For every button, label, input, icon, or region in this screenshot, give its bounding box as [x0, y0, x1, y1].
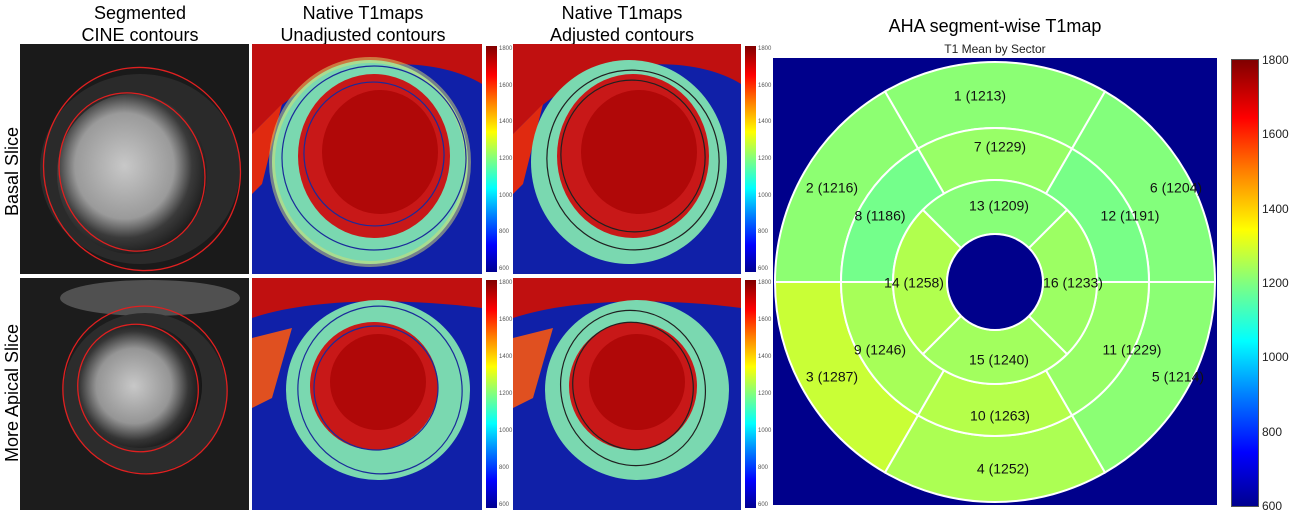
- adjusted-basal-outer-contour: [546, 69, 720, 251]
- small-colorbar-tick: 1800: [499, 280, 513, 286]
- unadjusted-basal-outer-contour: [281, 65, 467, 251]
- aha-colorbar-tick: 1000: [1262, 350, 1289, 365]
- t1map-unadjusted-apical: [252, 278, 482, 510]
- adjusted-basal-inner-contour: [560, 79, 706, 233]
- adjusted-column-title: Native T1maps Adjusted contours: [522, 2, 722, 46]
- small-colorbar-tick: 1000: [758, 192, 772, 199]
- aha-colorbar-tick: 800: [1262, 424, 1283, 439]
- aha-segment-label-10: 10 (1263): [970, 408, 1030, 424]
- cine-apical-inner-contour: [77, 323, 199, 453]
- small-colorbar-tick: 600: [758, 502, 769, 508]
- small-colorbar-tick: 600: [758, 266, 769, 272]
- aha-colorbar: [1231, 59, 1259, 507]
- small-colorbar-tick: 800: [758, 229, 769, 236]
- small-colorbar-tick: 1200: [758, 156, 772, 162]
- cine-apical-svg: [20, 278, 249, 510]
- aha-segment-label-13: 13 (1209): [969, 198, 1029, 214]
- aha-center-hole: [946, 233, 1044, 331]
- unadjusted-basal-inner-contour: [303, 81, 445, 227]
- unadjusted-apical-outer-contour: [297, 305, 463, 475]
- small-colorbar-tick: 1000: [499, 192, 513, 199]
- t1map-unadjusted-apical-svg: [252, 278, 482, 510]
- small-colorbar-tick: 1800: [758, 46, 772, 52]
- aha-colorbar-tick: 600: [1262, 499, 1283, 513]
- small-colorbar-tick: 1600: [758, 82, 772, 89]
- small-colorbar-tick: 1600: [758, 317, 772, 323]
- cine-title-line1: Segmented: [93, 3, 187, 23]
- aha-segment-label-2: 2 (1216): [806, 180, 858, 196]
- aha-bullseye-panel: 1 (1213) 2 (1216) 3 (1287) 4 (1252) 5 (1214)…: [773, 58, 1217, 505]
- aha-colorbar-tick: 1800: [1262, 53, 1289, 67]
- small-colorbar-tick: 1800: [499, 46, 513, 52]
- t1map-adjusted-basal: [513, 44, 741, 274]
- small-colorbar-tick: 1200: [758, 391, 772, 397]
- cine-basal-svg: [20, 44, 249, 274]
- aha-segment-label-4: 4 (1252): [977, 461, 1029, 477]
- colorbar-adjusted-basal: [745, 46, 756, 272]
- aha-colorbar-tick: 1600: [1262, 127, 1289, 142]
- aha-bullseye-svg: 1 (1213) 2 (1216) 3 (1287) 4 (1252) 5 (1214)…: [773, 61, 1217, 503]
- cine-title-line2: CINE contours: [81, 25, 199, 45]
- colorbar-unadjusted-apical: [486, 280, 497, 508]
- unadjusted-title-line1: Native T1maps: [302, 3, 424, 23]
- t1map-adjusted-apical-svg: [513, 278, 741, 510]
- t1map-unadjusted-basal-svg: [252, 44, 482, 274]
- t1map-adjusted-basal-svg: [513, 44, 741, 274]
- unadjusted-apical-inner-contour: [313, 325, 439, 451]
- small-colorbar-tick: 800: [499, 465, 510, 471]
- aha-subtitle: T1 Mean by Sector: [944, 42, 1046, 56]
- unadjusted-column-title: Native T1maps Unadjusted contours: [258, 2, 468, 46]
- aha-segment-label-8: 8 (1186): [854, 208, 905, 224]
- small-colorbar-tick: 1400: [499, 119, 513, 126]
- small-colorbar-tick: 1600: [499, 317, 513, 323]
- aha-segment-label-16: 16 (1233): [1043, 275, 1103, 291]
- cine-apical-outer-contour: [62, 305, 228, 475]
- colorbar-unadjusted-basal: [486, 46, 497, 272]
- t1map-unadjusted-basal: [252, 44, 482, 274]
- small-colorbar-tick: 1000: [758, 428, 772, 434]
- aha-segment-label-6: 6 (1204): [1150, 180, 1202, 196]
- small-colorbar-tick: 1600: [499, 82, 513, 89]
- aha-colorbar-tick: 1200: [1262, 276, 1289, 290]
- small-colorbar-tick: 1000: [499, 428, 513, 434]
- small-colorbar-tick: 800: [499, 229, 510, 236]
- aha-segment-label-12: 12 (1191): [1101, 208, 1160, 224]
- small-colorbar-tick: 1200: [499, 156, 513, 162]
- cine-basal-image: [20, 44, 249, 274]
- small-colorbar-tick: 1800: [758, 280, 772, 286]
- aha-segment-label-14: 14 (1258): [884, 275, 944, 291]
- adjusted-title-line1: Native T1maps: [561, 3, 683, 23]
- small-colorbar-tick: 600: [499, 502, 510, 508]
- cine-column-title: Segmented CINE contours: [50, 2, 230, 46]
- aha-segment-label-9: 9 (1246): [854, 342, 906, 358]
- aha-colorbar-tick: 1400: [1262, 201, 1289, 216]
- cine-basal-inner-contour: [58, 92, 206, 252]
- cine-apical-image: [20, 278, 249, 510]
- small-colorbar-tick: 1400: [499, 354, 513, 360]
- adjusted-apical-outer-contour: [559, 309, 707, 467]
- aha-segment-label-5: 5 (1214): [1152, 369, 1204, 385]
- aha-segment-label-15: 15 (1240): [969, 352, 1029, 368]
- adjusted-apical-inner-contour: [572, 321, 694, 451]
- t1map-adjusted-apical: [513, 278, 741, 510]
- small-colorbar-tick: 1400: [758, 354, 772, 360]
- aha-title: AHA segment-wise T1map: [888, 16, 1102, 36]
- cine-basal-outer-contour: [42, 66, 242, 272]
- small-colorbar-tick: 800: [758, 465, 769, 471]
- adjusted-title-line2: Adjusted contours: [549, 25, 695, 45]
- aha-segment-label-3: 3 (1287): [806, 369, 858, 385]
- aha-segment-label-7: 7 (1229): [974, 139, 1026, 155]
- aha-segment-label-1: 1 (1213): [954, 88, 1006, 104]
- unadjusted-title-line2: Unadjusted contours: [280, 25, 446, 45]
- aha-segment-label-11: 11 (1229): [1103, 342, 1162, 358]
- small-colorbar-tick: 600: [499, 266, 510, 272]
- small-colorbar-tick: 1400: [758, 119, 772, 126]
- colorbar-adjusted-apical: [745, 280, 756, 508]
- small-colorbar-tick: 1200: [499, 391, 513, 397]
